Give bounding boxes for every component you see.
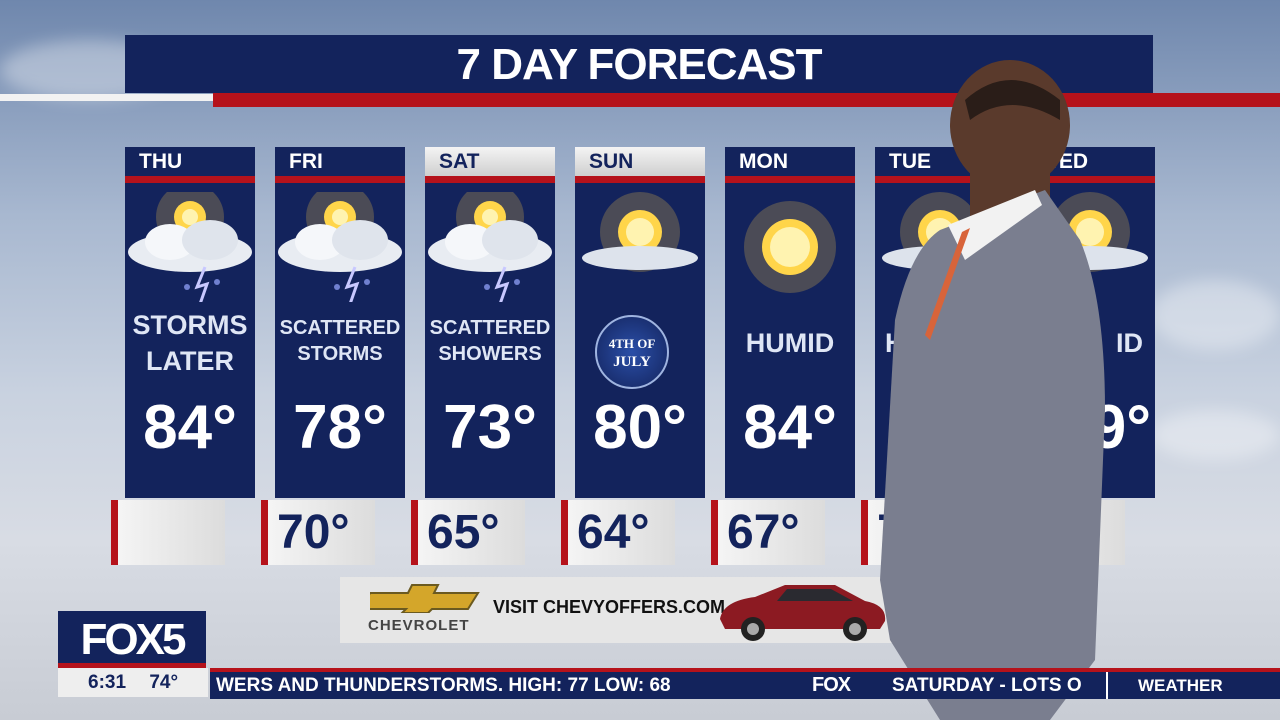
chevrolet-ad[interactable]: CHEVROLET VISIT CHEVYOFFERS.COM <box>340 577 896 643</box>
divider <box>725 176 855 183</box>
fox5-logo: FOX5 <box>58 611 206 668</box>
day-label: TUE <box>889 150 931 173</box>
fourth-of-july-badge: 4TH OF JULY <box>595 315 669 389</box>
day-card-fri: FRI SCATTERED STORMS 78° <box>275 147 405 498</box>
day-card-mon: MON HUMID 84° <box>725 147 855 498</box>
day-card-sat: SAT SCATTERED SHOWERS 73° <box>425 147 555 498</box>
day-card-thu: THU STORMS LATER 84° <box>125 147 255 498</box>
low-temp-thu <box>111 500 225 565</box>
fox-logo: FOX <box>812 674 851 696</box>
ticker-text-next: SATURDAY - LOTS O <box>892 675 1082 696</box>
day-label: FRI <box>289 150 323 173</box>
storm-icon <box>425 183 555 308</box>
high-temp: 84° <box>143 393 237 462</box>
partly-sunny-icon <box>575 192 705 302</box>
ad-text[interactable]: VISIT CHEVYOFFERS.COM <box>493 597 726 617</box>
car-image <box>720 585 886 641</box>
condition-text: HUMID <box>745 328 835 358</box>
day-label: SUN <box>575 147 705 176</box>
divider <box>275 176 405 183</box>
time-temp-box: 6:31 74° <box>58 668 208 697</box>
ticker-section-label: WEATHER <box>1106 672 1280 699</box>
day-label: SAT <box>425 147 555 176</box>
day-label: MON <box>739 150 788 173</box>
meteorologist <box>880 60 1105 720</box>
storm-icon <box>125 183 255 308</box>
condition-text: STORMS LATER <box>132 310 248 376</box>
day-label: THU <box>139 150 183 173</box>
divider <box>1025 176 1155 183</box>
divider <box>575 176 705 183</box>
divider <box>0 94 213 101</box>
divider <box>875 176 1005 183</box>
day-card-sun: SUN 4TH OF JULY 80° <box>575 147 705 498</box>
storm-icon <box>275 183 405 308</box>
sunny-icon <box>725 192 855 302</box>
current-time: 6:31 <box>88 672 127 693</box>
low-temp-sat: 65° <box>411 500 525 565</box>
background-cloud <box>1150 280 1280 350</box>
high-temp: 73° <box>443 393 537 462</box>
condition-text: SCATTERED STORMS <box>279 317 401 365</box>
condition-text: ID <box>1116 328 1143 358</box>
ad-brand: CHEVROLET <box>368 617 470 634</box>
chevrolet-bowtie-logo <box>370 584 480 613</box>
low-temp-mon: 67° <box>711 500 825 565</box>
low-temp-fri: 70° <box>261 500 375 565</box>
current-temp: 74° <box>149 672 179 693</box>
news-ticker: WERS AND THUNDERSTORMS. HIGH: 77 LOW: 68… <box>210 668 1280 699</box>
divider <box>425 176 555 183</box>
high-temp: 84° <box>743 393 837 462</box>
divider <box>125 176 255 183</box>
low-temp-sun: 64° <box>561 500 675 565</box>
background-cloud <box>1150 410 1280 460</box>
condition-text: SCATTERED SHOWERS <box>429 317 551 365</box>
ticker-text: WERS AND THUNDERSTORMS. HIGH: 77 LOW: 68 <box>216 675 671 696</box>
high-temp: 80° <box>593 393 687 462</box>
high-temp: 78° <box>293 393 387 462</box>
